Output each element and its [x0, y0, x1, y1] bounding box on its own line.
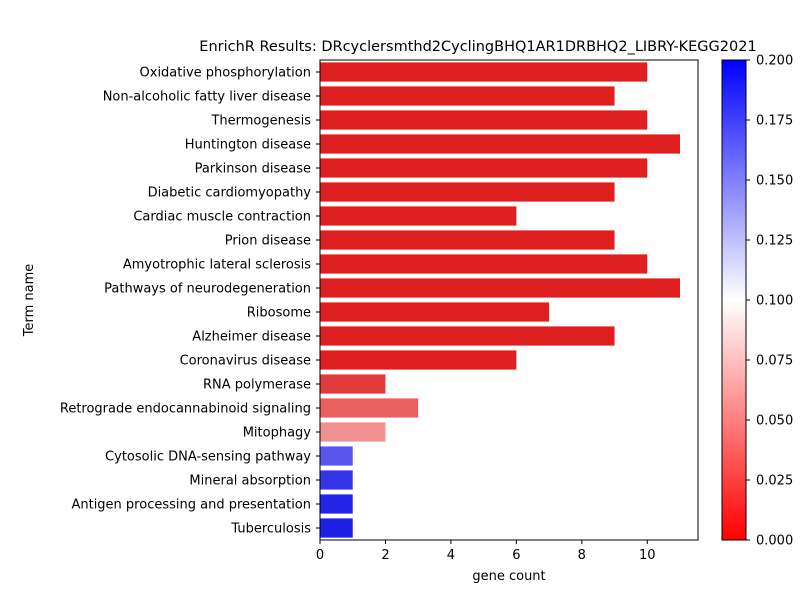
y-tick-label: Antigen processing and presentation — [71, 498, 311, 513]
bar — [320, 374, 386, 394]
bar — [320, 158, 648, 178]
x-tick-label: 0 — [316, 548, 324, 563]
y-tick-label: Huntington disease — [185, 138, 311, 153]
x-tick-label: 4 — [447, 548, 455, 563]
y-tick-label: Mitophagy — [243, 426, 312, 441]
colorbar-tick-label: 0.050 — [756, 414, 793, 429]
colorbar-tick-label: 0.100 — [756, 294, 793, 309]
y-tick-label: Cytosolic DNA-sensing pathway — [105, 450, 311, 465]
colorbar-tick-label: 0.025 — [756, 474, 793, 489]
bar — [320, 206, 517, 226]
y-tick-label: Tuberculosis — [230, 522, 311, 537]
bar — [320, 350, 517, 370]
bar — [320, 254, 648, 274]
colorbar-tick-label: 0.075 — [756, 354, 793, 369]
colorbar-tick-label: 0.150 — [756, 174, 793, 189]
y-tick-label: RNA polymerase — [203, 378, 311, 393]
bar — [320, 86, 615, 106]
y-tick-label: Retrograde endocannabinoid signaling — [60, 402, 311, 417]
y-tick-label: Non-alcoholic fatty liver disease — [103, 90, 311, 105]
bar — [320, 278, 680, 298]
bar — [320, 326, 615, 346]
y-tick-label: Alzheimer disease — [192, 330, 311, 345]
x-tick-label: 6 — [512, 548, 520, 563]
y-tick-label: Amyotrophic lateral sclerosis — [123, 258, 311, 273]
y-tick-label: Parkinson disease — [195, 162, 311, 177]
x-tick-label: 8 — [578, 548, 586, 563]
bars-group — [320, 62, 680, 538]
colorbar — [721, 59, 747, 541]
bar — [320, 110, 648, 130]
chart-title: EnrichR Results: DRcyclersmthd2CyclingBH… — [199, 39, 756, 55]
bar — [320, 62, 648, 82]
colorbar-tick-label: 0.175 — [756, 114, 793, 129]
colorbar-tick-label: 0.000 — [756, 534, 793, 549]
bar — [320, 134, 680, 154]
y-tick-label: Coronavirus disease — [180, 354, 311, 369]
bar — [320, 230, 615, 250]
plot-frame — [319, 59, 699, 541]
x-tick-label: 10 — [639, 548, 656, 563]
y-tick-label: Cardiac muscle contraction — [133, 210, 311, 225]
bar — [320, 422, 386, 442]
colorbar-tick-label: 0.125 — [756, 234, 793, 249]
bar — [320, 182, 615, 202]
x-tick-label: 2 — [381, 548, 389, 563]
bar — [320, 398, 419, 418]
y-tick-label: Diabetic cardiomyopathy — [148, 186, 312, 201]
x-tick-labels: 0 2 4 6 8 10 — [316, 540, 656, 563]
bar — [320, 494, 353, 514]
bar — [320, 470, 353, 490]
colorbar-tick-label: 0.200 — [756, 54, 793, 69]
y-tick-label: Pathways of neurodegeneration — [104, 282, 311, 297]
colorbar-tick-labels: 0.000 0.025 0.050 0.075 0.100 0.125 0.150 0.175… — [746, 54, 793, 549]
y-tick-label: Prion disease — [225, 234, 311, 249]
bar — [320, 518, 353, 538]
bar — [320, 446, 353, 466]
y-tick-labels: Oxidative phosphorylation Non-alcoholic f… — [60, 66, 320, 537]
y-tick-label: Thermogenesis — [210, 114, 311, 129]
y-tick-label: Ribosome — [247, 306, 311, 321]
x-axis-label: gene count — [472, 569, 545, 584]
y-axis-label: Term name — [22, 264, 37, 338]
bar — [320, 302, 550, 322]
y-tick-label: Mineral absorption — [189, 474, 311, 489]
y-tick-label: Oxidative phosphorylation — [140, 66, 311, 81]
